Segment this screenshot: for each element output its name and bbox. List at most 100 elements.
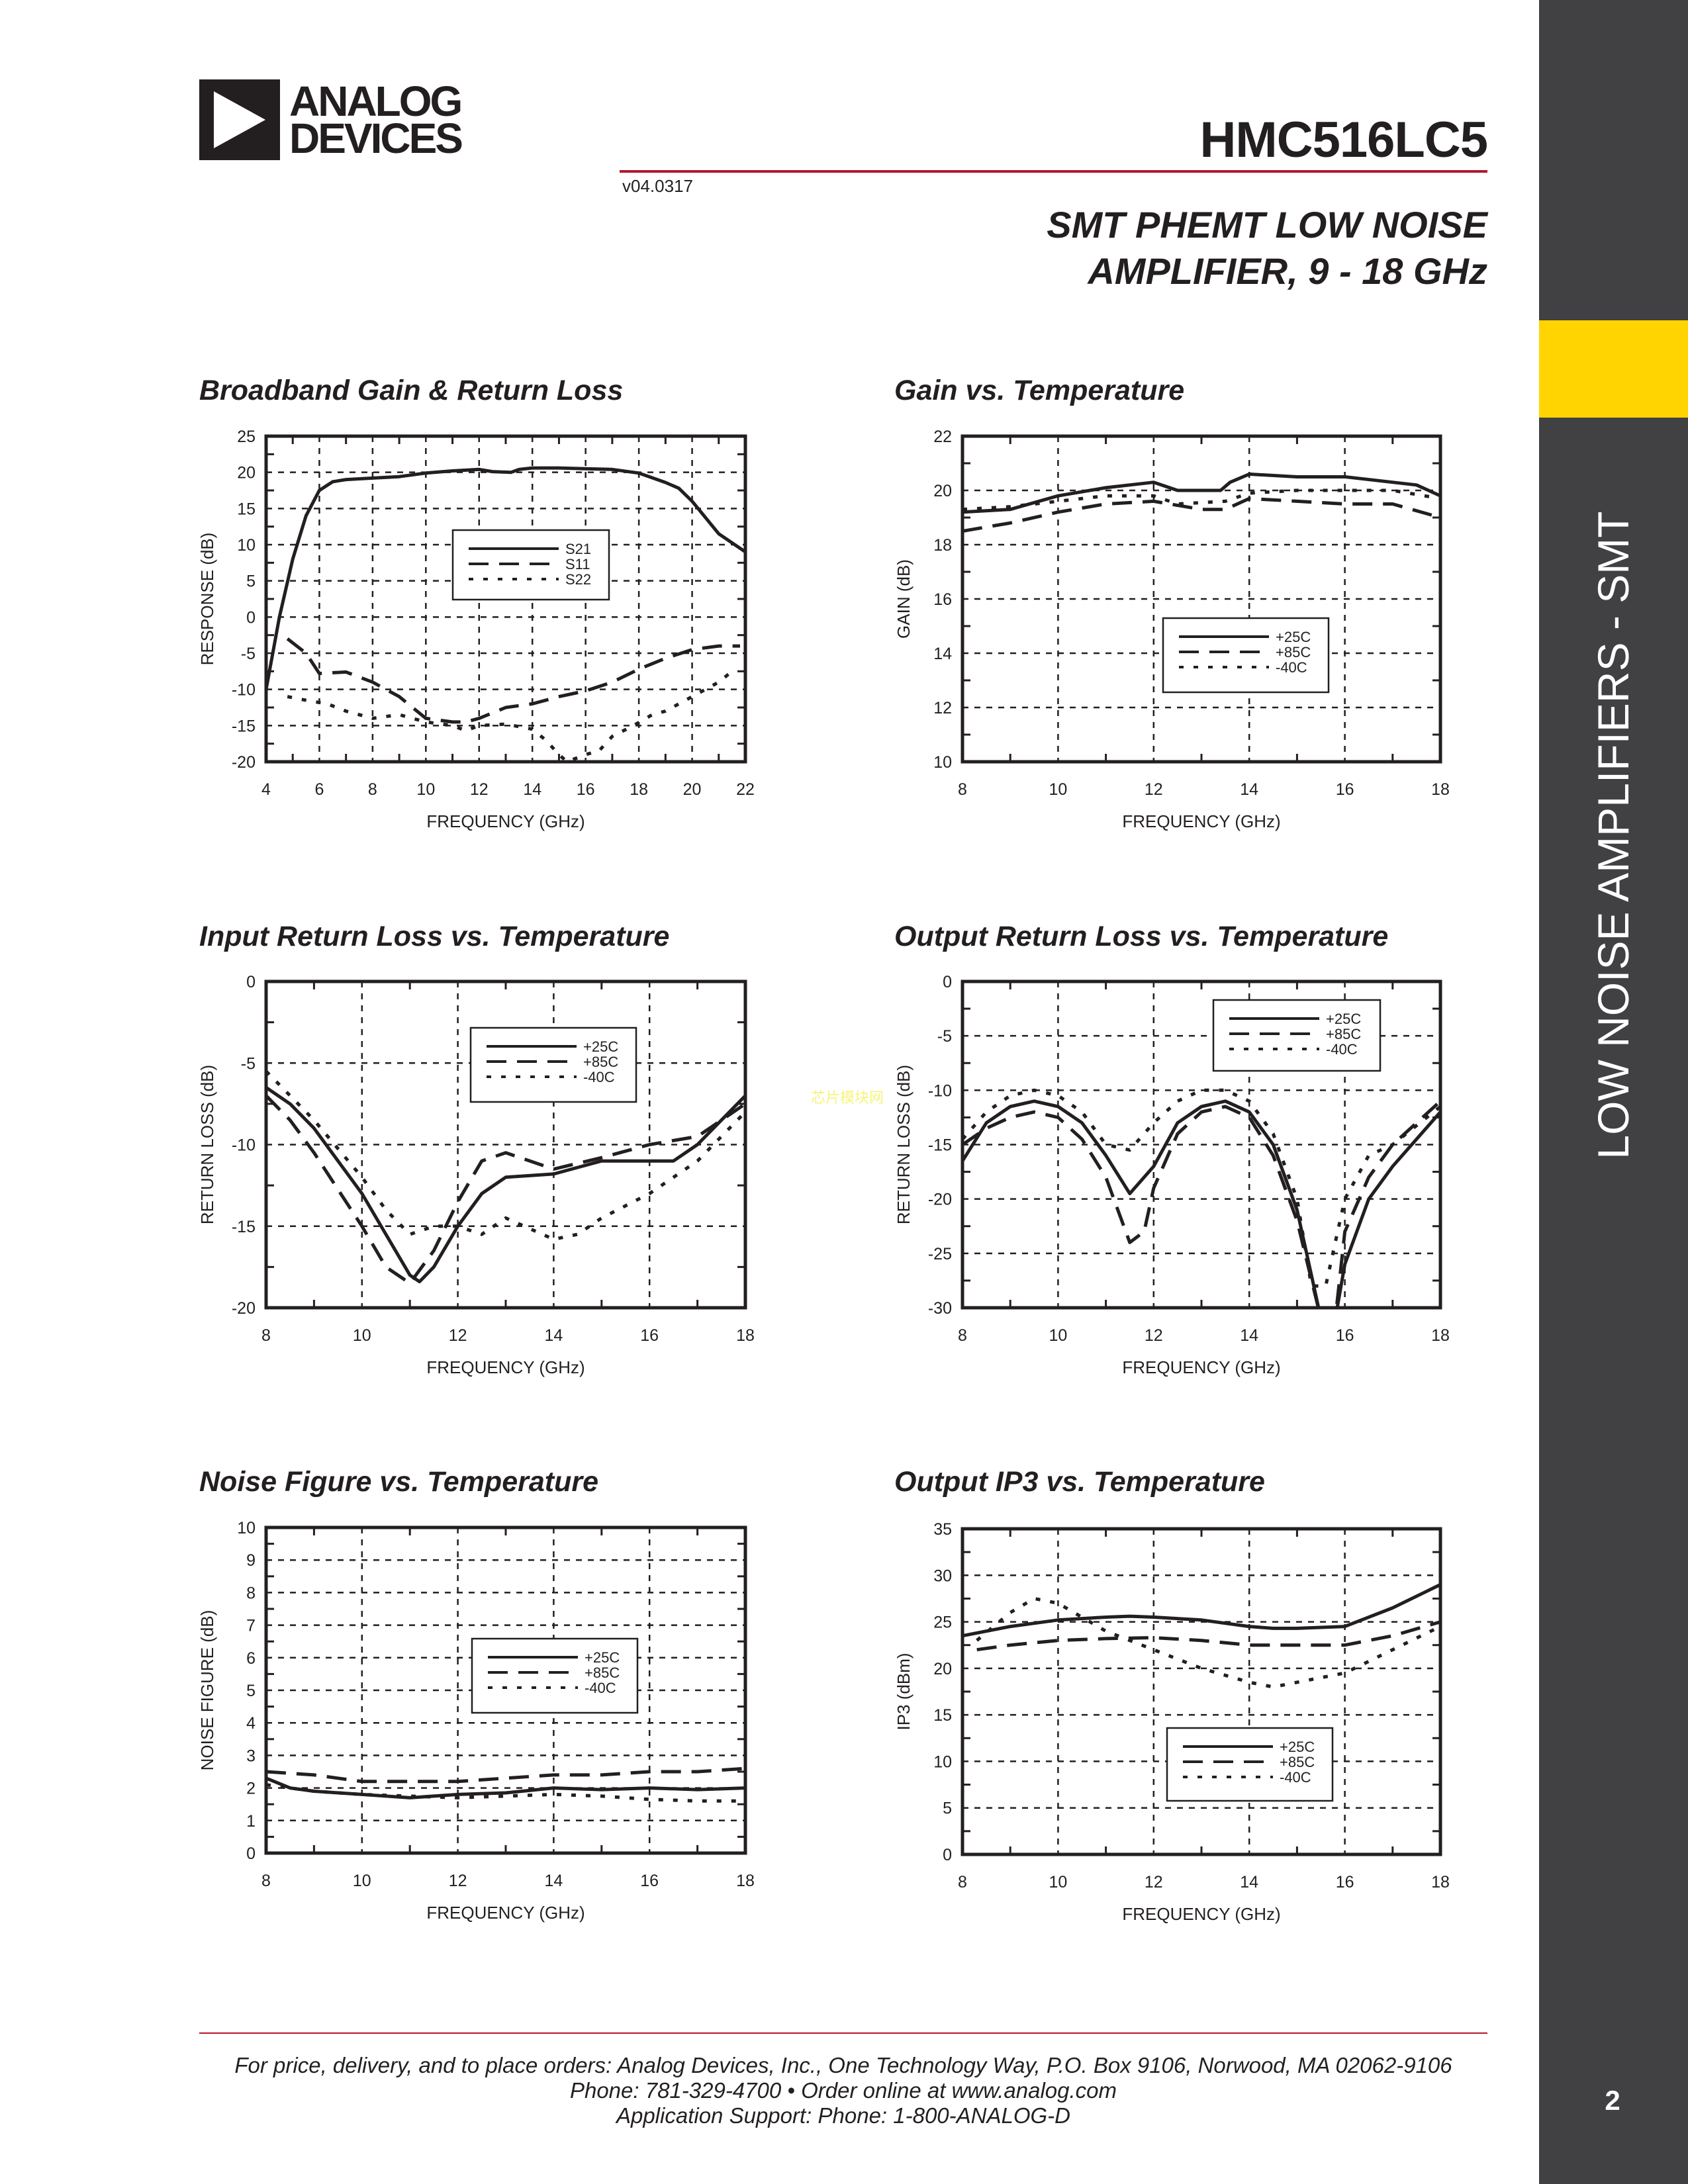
y-axis-label: RETURN LOSS (dB) (197, 1065, 217, 1224)
y-tick-label: 4 (246, 1714, 256, 1733)
x-tick-label: 4 (261, 780, 271, 799)
chart-legend: +25C+85C-40C (1166, 1727, 1334, 1802)
x-tick-label: 8 (261, 1326, 271, 1345)
x-tick-label: 8 (958, 780, 967, 799)
y-tick-label: 20 (237, 464, 256, 482)
version: v04.0317 (622, 176, 693, 196)
y-axis-label: RETURN LOSS (dB) (894, 1065, 914, 1224)
series-line-85c (962, 1099, 1440, 1308)
y-tick-label: 10 (237, 1519, 256, 1537)
legend-frame (1162, 617, 1330, 694)
legend-label: +85C (1276, 644, 1311, 660)
legend-label: +85C (583, 1054, 618, 1070)
y-tick-label: 9 (246, 1551, 256, 1570)
y-tick-label: 35 (933, 1520, 952, 1539)
y-tick-label: 10 (933, 1752, 952, 1771)
analog-devices-logo: ANALOG DEVICES (199, 77, 463, 162)
y-tick-label: 15 (933, 1706, 952, 1725)
x-axis-label: FREQUENCY (GHz) (1122, 1904, 1280, 1924)
x-tick-label: 10 (1049, 780, 1067, 799)
footer-divider (199, 2032, 1487, 2034)
legend-label: S22 (565, 571, 591, 588)
logo-text-line1: ANALOG (289, 77, 463, 125)
y-tick-label: 2 (246, 1780, 256, 1798)
legend-label: +85C (1280, 1754, 1315, 1770)
series-line-25c (962, 472, 1440, 514)
series-line-40c (962, 1088, 1440, 1288)
y-tick-label: 14 (933, 645, 952, 663)
x-tick-label: 20 (683, 780, 702, 799)
logo-triangle-icon (199, 79, 280, 160)
x-tick-label: 18 (1431, 1873, 1450, 1891)
y-tick-label: 0 (943, 973, 952, 991)
y-tick-label: 6 (246, 1649, 256, 1668)
x-tick-label: 8 (368, 780, 377, 799)
chart-title-ip3: Output IP3 vs. Temperature (894, 1466, 1265, 1498)
x-tick-label: 16 (640, 1872, 659, 1890)
legend-label: +85C (1326, 1026, 1361, 1042)
legend-label: -40C (1276, 659, 1307, 676)
plot-frame (264, 434, 747, 764)
watermark: 芯片模块网 (811, 1089, 884, 1106)
legend-frame (1166, 1727, 1334, 1802)
y-axis-label: RESPONSE (dB) (197, 533, 217, 666)
y-tick-label: 7 (246, 1617, 256, 1635)
legend-frame (469, 1026, 637, 1103)
x-tick-label: 16 (1336, 1326, 1354, 1345)
plot-frame (264, 1525, 747, 1855)
x-tick-label: 18 (1431, 780, 1450, 799)
x-tick-label: 6 (314, 780, 324, 799)
y-tick-label: -25 (928, 1245, 952, 1263)
x-tick-label: 22 (736, 780, 755, 799)
series-line-40c (266, 1069, 745, 1241)
y-tick-label: 5 (943, 1799, 952, 1818)
legend-label: -40C (1326, 1041, 1358, 1058)
legend-label: -40C (583, 1069, 615, 1085)
legend-frame (1212, 999, 1382, 1072)
chart-title-noise-figure: Noise Figure vs. Temperature (199, 1466, 598, 1498)
chart-title-input-rl: Input Return Loss vs. Temperature (199, 921, 670, 952)
series-line-85c (266, 1766, 745, 1784)
legend-frame (471, 1637, 639, 1714)
x-tick-label: 12 (449, 1326, 467, 1345)
footer-line2: Phone: 781-329-4700 • Order online at ww… (569, 2078, 1117, 2103)
x-tick-label: 16 (640, 1326, 659, 1345)
footer-line1: For price, delivery, and to place orders… (234, 2053, 1452, 2077)
x-tick-label: 12 (1145, 1326, 1163, 1345)
x-tick-label: 12 (449, 1872, 467, 1890)
y-tick-label: 8 (246, 1584, 256, 1602)
y-tick-label: -15 (928, 1136, 952, 1155)
y-tick-label: 20 (933, 482, 952, 500)
x-tick-label: 18 (736, 1872, 755, 1890)
legend-label: S21 (565, 541, 591, 557)
y-tick-label: 20 (933, 1660, 952, 1678)
x-tick-label: 14 (1240, 1873, 1258, 1891)
x-axis-label: FREQUENCY (GHz) (426, 1903, 585, 1923)
x-tick-label: 10 (1049, 1326, 1067, 1345)
y-tick-label: -20 (232, 1299, 256, 1318)
x-tick-label: 18 (1431, 1326, 1450, 1345)
y-axis-label: NOISE FIGURE (dB) (197, 1610, 217, 1771)
logo-text-line2: DEVICES (289, 114, 463, 162)
series-line-85c (976, 1620, 1440, 1652)
y-tick-label: 25 (933, 1614, 952, 1632)
chart-3: 8 10 12 14 16 18 -30 -25 -20 -15 -10 -5 0 FREQUENCY (… (894, 973, 1450, 1377)
chart-title-output-rl: Output Return Loss vs. Temperature (894, 921, 1389, 952)
legend-label: -40C (1280, 1769, 1311, 1786)
series-line-85c (962, 496, 1440, 533)
y-tick-label: -5 (937, 1027, 952, 1046)
legend-label: +25C (1276, 629, 1311, 645)
y-tick-label: 0 (246, 973, 256, 991)
x-tick-label: 12 (1145, 1873, 1163, 1891)
x-tick-label: 10 (353, 1326, 371, 1345)
x-tick-label: 10 (416, 780, 435, 799)
y-tick-label: 12 (933, 699, 952, 717)
y-tick-label: 1 (246, 1812, 256, 1831)
y-tick-label: 16 (933, 590, 952, 609)
y-axis-label: GAIN (dB) (894, 559, 914, 639)
y-tick-label: -5 (241, 1054, 256, 1073)
x-tick-label: 18 (630, 780, 648, 799)
plot-frame (961, 434, 1442, 764)
chart-2: 8 10 12 14 16 18 -20 -15 -10 -5 0 FREQUENCY (GHz) RE… (197, 973, 755, 1377)
